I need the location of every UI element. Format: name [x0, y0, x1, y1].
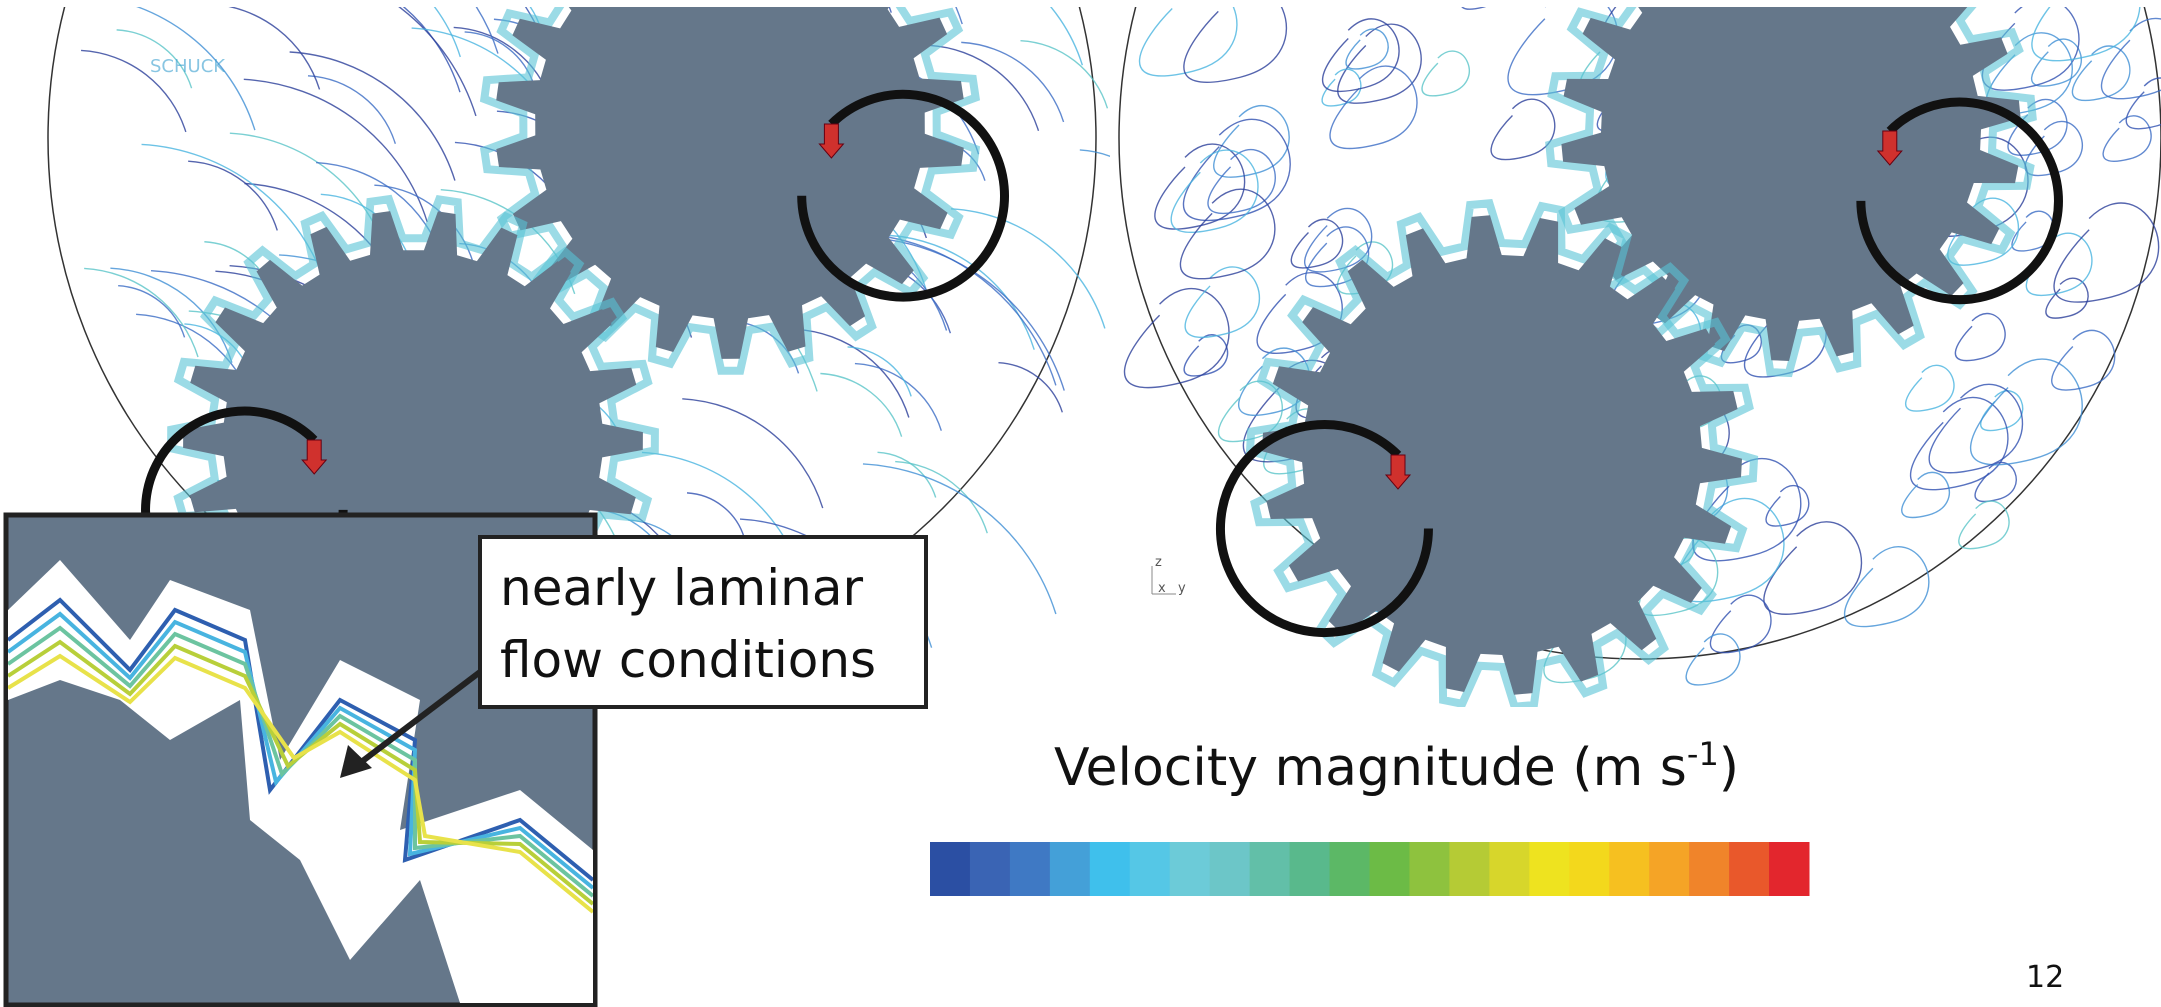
streamline	[1973, 0, 2080, 4]
axes-triad: z x y	[1152, 555, 1186, 596]
colorbar-segment	[930, 842, 970, 896]
colorbar-segment	[1250, 842, 1290, 896]
streamline	[387, 0, 554, 5]
label-sup: -1	[1687, 735, 1719, 773]
label-text: Velocity magnitude (m s	[1054, 738, 1687, 798]
colorbar-label: Velocity magnitude (m s-1)	[1054, 735, 1739, 798]
colorbar	[930, 842, 1810, 896]
colorbar-segment	[1130, 842, 1170, 896]
slide: SCHUCK z x y nearly laminar flow conditi…	[0, 0, 2161, 1007]
page-number: 12	[2026, 960, 2064, 995]
right-simulation	[1119, 0, 2161, 707]
colorbar-segment	[1409, 842, 1449, 896]
colorbar-segment	[1609, 842, 1649, 896]
page: SCHUCK z x y nearly laminar flow conditi…	[0, 0, 2161, 1007]
streamline	[1538, 0, 1590, 3]
axis-label: x	[1158, 581, 1166, 596]
colorbar-segment	[970, 842, 1010, 896]
colorbar-segment	[1010, 842, 1050, 896]
colorbar-segment	[1689, 842, 1729, 896]
colorbar-segment	[1649, 842, 1689, 896]
colorbar-segment	[1290, 842, 1330, 896]
logo: SCHUCK	[150, 56, 226, 77]
callout-text: nearly laminar	[500, 559, 863, 617]
colorbar-segment	[1050, 842, 1090, 896]
label-text: )	[1719, 738, 1739, 798]
colorbar-segment	[1529, 842, 1569, 896]
colorbar-segment	[1449, 842, 1489, 896]
axis-label: y	[1178, 581, 1186, 596]
colorbar-segment	[1210, 842, 1250, 896]
colorbar-segment	[1090, 842, 1130, 896]
callout-text: flow conditions	[500, 631, 876, 689]
colorbar-segment	[1569, 842, 1609, 896]
colorbar-segment	[1729, 842, 1769, 896]
colorbar-segment	[1170, 842, 1210, 896]
colorbar-segment	[1489, 842, 1529, 896]
colorbar-segment	[1370, 842, 1410, 896]
colorbar-segment	[1769, 842, 1809, 896]
axis-label: z	[1155, 555, 1162, 570]
colorbar-segment	[1330, 842, 1370, 896]
